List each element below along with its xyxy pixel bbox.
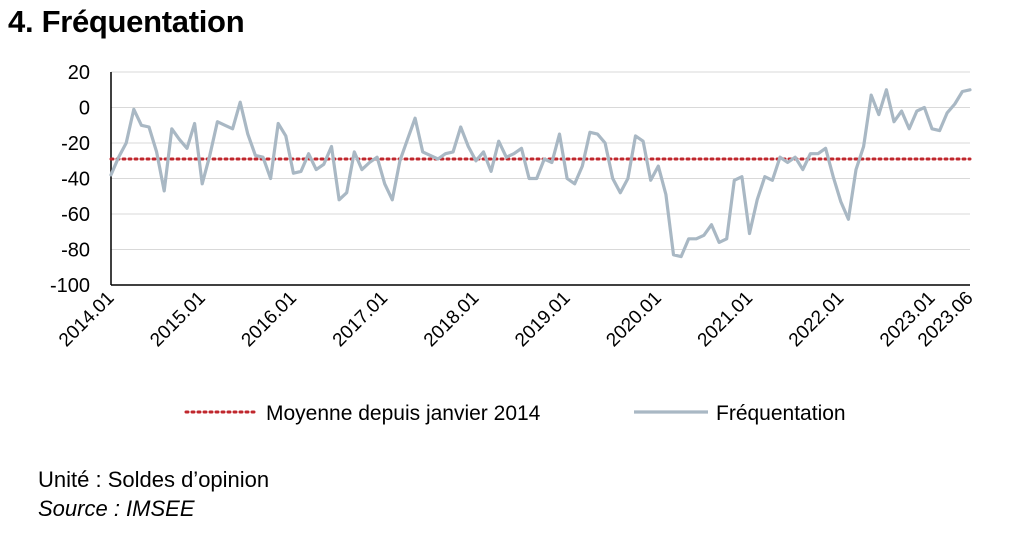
y-tick-label: -40 bbox=[61, 169, 90, 191]
y-tick-label: -100 bbox=[50, 275, 90, 297]
x-tick-label: 2016.01 bbox=[238, 288, 301, 351]
source-note: Source : IMSEE bbox=[38, 496, 195, 521]
x-tick-label: 2020.01 bbox=[602, 288, 665, 351]
page-title: 4. Fréquentation bbox=[8, 4, 245, 39]
axes bbox=[110, 72, 970, 286]
legend-label-frequentation: Fréquentation bbox=[716, 402, 846, 425]
y-tick-label: -60 bbox=[61, 204, 90, 226]
legend: Moyenne depuis janvier 2014 Fréquentatio… bbox=[184, 402, 846, 425]
x-tick-label: 2015.01 bbox=[146, 288, 209, 351]
y-tick-label: -80 bbox=[61, 240, 90, 262]
y-tick-label: 20 bbox=[68, 62, 90, 84]
x-axis-tick-labels: 2014.01 2015.01 2016.01 2017.01 2018.01 2019.… bbox=[55, 288, 977, 351]
y-tick-label: 0 bbox=[79, 98, 90, 120]
unit-note: Unité : Soldes d’opinion bbox=[38, 467, 270, 492]
series-lines bbox=[109, 88, 972, 259]
frequentation-line bbox=[109, 88, 972, 259]
y-tick-label: -20 bbox=[61, 133, 90, 155]
x-tick-label: 2022.01 bbox=[785, 288, 848, 351]
legend-label-average: Moyenne depuis janvier 2014 bbox=[266, 402, 541, 425]
chart-notes: Unité : Soldes d’opinion Source : IMSEE bbox=[38, 465, 269, 523]
x-tick-label: 2018.01 bbox=[420, 288, 483, 351]
x-tick-label: 2014.01 bbox=[55, 288, 118, 351]
y-axis-tick-labels: 20 0 -20 -40 -60 -80 -100 bbox=[50, 62, 90, 297]
x-tick-label: 2017.01 bbox=[329, 288, 392, 351]
x-tick-label: 2019.01 bbox=[511, 288, 574, 351]
x-tick-label: 2021.01 bbox=[694, 288, 757, 351]
line-chart: 20 0 -20 -40 -60 -80 -100 2014.01 2015.01 2016.0… bbox=[50, 62, 978, 425]
